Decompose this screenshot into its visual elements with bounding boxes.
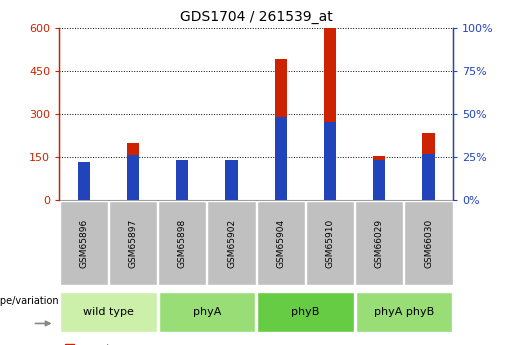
Text: phyA phyB: phyA phyB [374, 307, 434, 317]
FancyBboxPatch shape [256, 201, 305, 286]
Bar [373, 160, 386, 200]
Text: GSM66029: GSM66029 [375, 219, 384, 268]
Bar [274, 59, 287, 200]
Text: GSM66030: GSM66030 [424, 219, 433, 268]
FancyBboxPatch shape [404, 201, 453, 286]
FancyBboxPatch shape [208, 201, 256, 286]
Bar [78, 177, 90, 200]
Bar [127, 155, 139, 200]
Text: GSM65897: GSM65897 [129, 219, 138, 268]
FancyBboxPatch shape [356, 292, 452, 333]
Text: GSM65904: GSM65904 [277, 219, 285, 268]
Bar [373, 156, 386, 200]
Bar [324, 122, 336, 200]
FancyBboxPatch shape [60, 201, 108, 286]
Bar [324, 28, 336, 200]
FancyBboxPatch shape [257, 292, 354, 333]
Text: genotype/variation: genotype/variation [0, 296, 59, 306]
Bar [176, 160, 188, 200]
FancyBboxPatch shape [60, 292, 157, 333]
Text: GSM65902: GSM65902 [227, 219, 236, 268]
Bar [274, 117, 287, 200]
Bar [422, 154, 435, 200]
Bar [78, 162, 90, 200]
Text: GSM65910: GSM65910 [325, 219, 335, 268]
Title: GDS1704 / 261539_at: GDS1704 / 261539_at [180, 10, 333, 24]
Bar [422, 132, 435, 200]
Text: GSM65898: GSM65898 [178, 219, 187, 268]
Text: phyB: phyB [291, 307, 320, 317]
Bar [176, 176, 188, 200]
FancyBboxPatch shape [109, 201, 157, 286]
Text: phyA: phyA [193, 307, 221, 317]
FancyBboxPatch shape [159, 292, 255, 333]
Bar [127, 142, 139, 200]
Bar [226, 160, 238, 200]
Text: GSM65896: GSM65896 [79, 219, 89, 268]
FancyBboxPatch shape [355, 201, 403, 286]
Bar [226, 174, 238, 200]
Text: wild type: wild type [83, 307, 134, 317]
FancyBboxPatch shape [306, 201, 354, 286]
Legend: count, percentile rank within the sample: count, percentile rank within the sample [65, 344, 267, 345]
FancyBboxPatch shape [158, 201, 207, 286]
